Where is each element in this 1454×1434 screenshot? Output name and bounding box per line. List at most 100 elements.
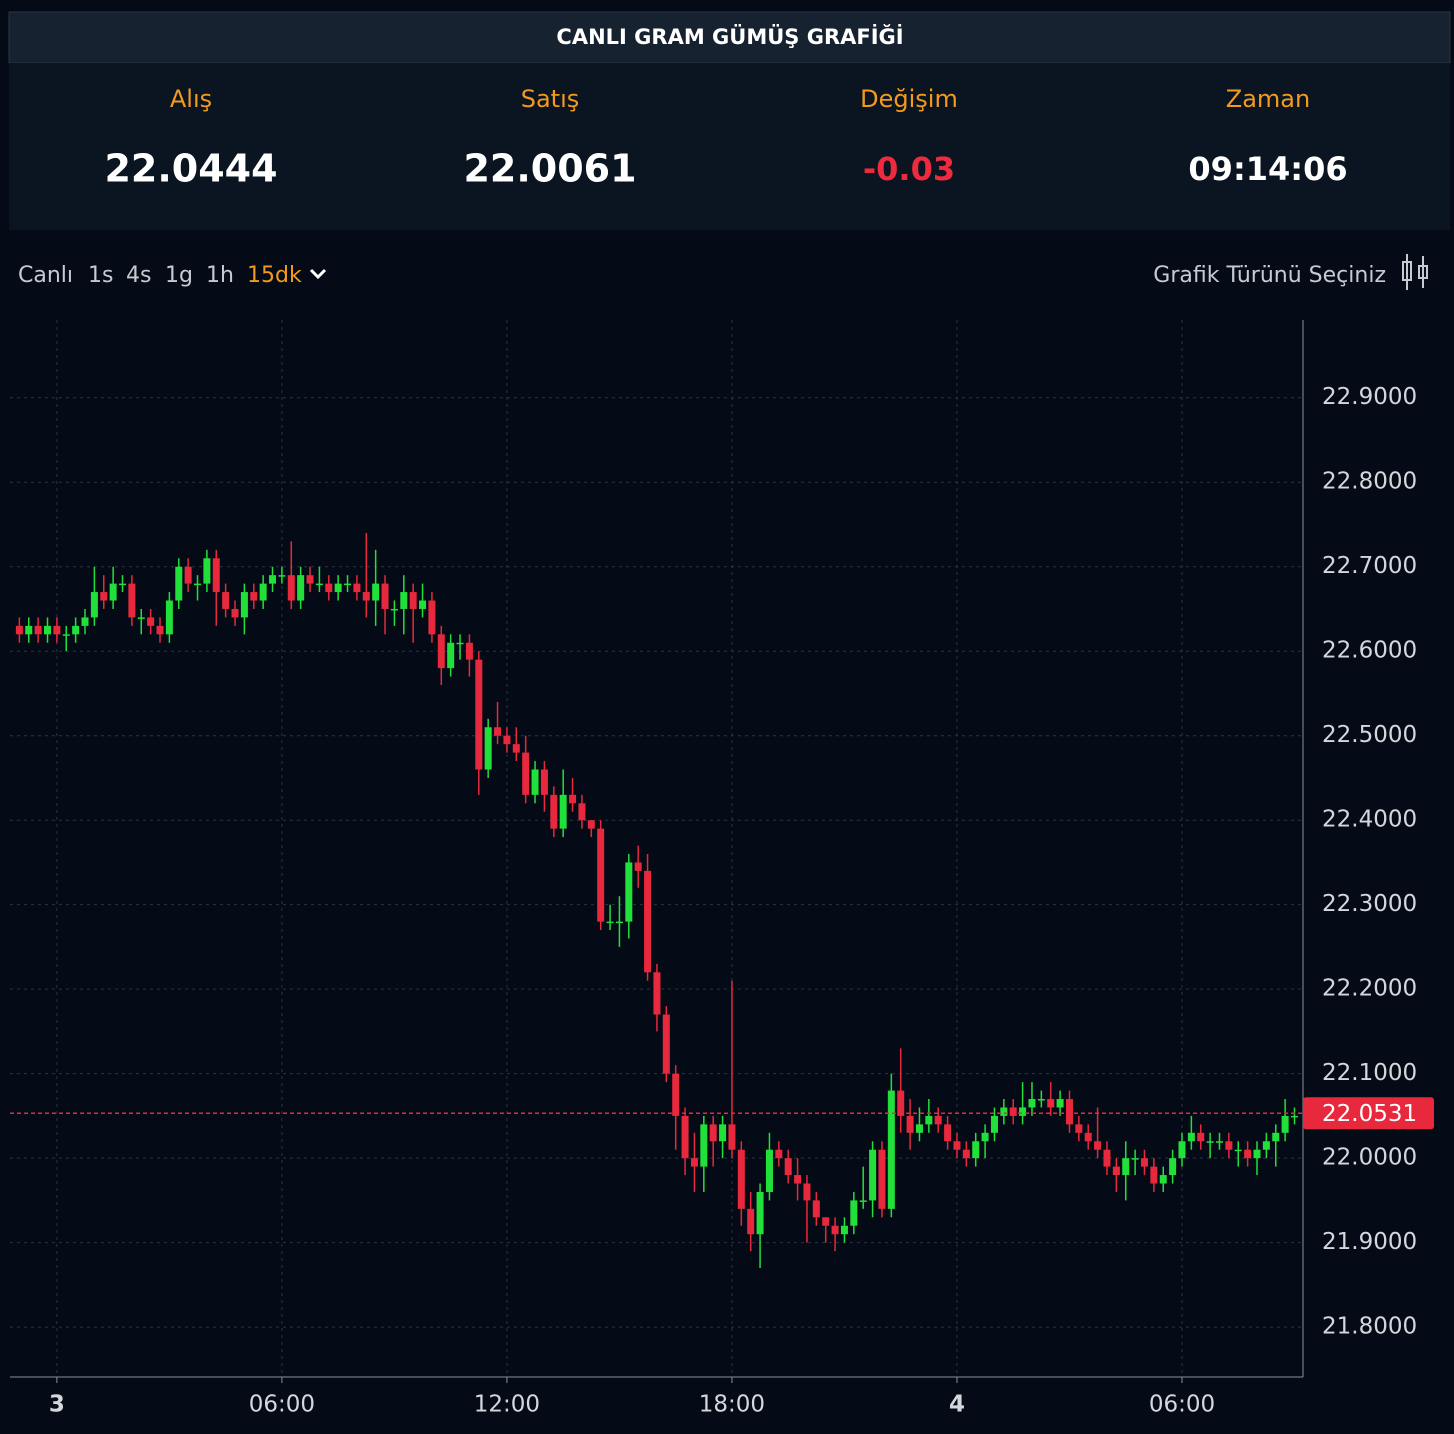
candle-body	[100, 592, 108, 601]
candle-body	[109, 583, 117, 601]
candle-body	[1272, 1132, 1280, 1142]
candle-body	[1197, 1132, 1205, 1142]
candle-body	[840, 1225, 848, 1235]
candle-body	[672, 1073, 680, 1116]
candle-body	[34, 625, 42, 635]
quote-label: Satış	[521, 85, 580, 113]
y-tick-label: 22.9000	[1322, 384, 1417, 410]
candle-body	[428, 600, 436, 635]
candle-body	[1028, 1099, 1036, 1108]
candle-body	[25, 625, 33, 635]
candle-body	[915, 1124, 923, 1133]
candle-body	[690, 1158, 698, 1167]
candle-body	[972, 1141, 980, 1159]
candle-body	[606, 921, 614, 924]
candle-body	[803, 1183, 811, 1201]
candle-body	[1225, 1141, 1233, 1150]
y-tick-label: 22.4000	[1322, 807, 1417, 833]
candle-body	[240, 592, 248, 618]
candle-body	[850, 1200, 858, 1226]
interval-button[interactable]: 1s	[88, 263, 113, 288]
page-title: CANLI GRAM GÜMÜŞ GRAFİĞİ	[556, 24, 903, 49]
candle-body	[203, 558, 211, 584]
candle-body	[1084, 1132, 1092, 1142]
y-tick-label: 22.3000	[1322, 891, 1417, 917]
interval-button[interactable]: 1g	[165, 263, 193, 288]
candle-body	[681, 1115, 689, 1159]
candle-body	[62, 634, 70, 636]
candle-body	[81, 617, 89, 626]
candle-body	[644, 870, 652, 973]
candle-body	[315, 583, 323, 586]
candle-body	[147, 617, 155, 626]
candle-body	[1159, 1175, 1167, 1184]
last-price-badge	[1303, 1097, 1434, 1130]
quote-value: 22.0061	[463, 147, 636, 191]
candle-body	[512, 744, 520, 753]
candle-body	[897, 1090, 905, 1116]
chart-type-label[interactable]: Grafik Türünü Seçiniz	[1153, 263, 1386, 288]
candle-body	[372, 583, 380, 601]
candle-body	[550, 794, 558, 829]
candle-body	[1150, 1166, 1158, 1184]
candle-body	[1262, 1141, 1270, 1150]
y-tick-label: 21.8000	[1322, 1314, 1417, 1340]
candle-body	[962, 1149, 970, 1159]
y-tick-label: 22.1000	[1322, 1060, 1417, 1086]
candle-body	[1000, 1107, 1008, 1116]
candle-body	[831, 1225, 839, 1235]
candle-body	[494, 727, 502, 736]
last-price-label: 22.0531	[1322, 1101, 1417, 1127]
candle-body	[1047, 1099, 1055, 1108]
candle-body	[362, 592, 370, 601]
candle-body	[765, 1149, 773, 1192]
candle-body	[1112, 1166, 1120, 1176]
candle-body	[1140, 1158, 1148, 1167]
candle-body	[344, 583, 352, 586]
candle-body	[278, 575, 286, 577]
candle-body	[859, 1200, 867, 1202]
candle-body	[381, 583, 389, 609]
candle-body	[559, 794, 567, 829]
x-tick-label: 3	[49, 1392, 65, 1418]
plot-area: 21.8000 21.9000 22.0000 22.1000 22.2000 22.30…	[10, 320, 1434, 1418]
candle-body	[812, 1200, 820, 1218]
candle-body	[737, 1149, 745, 1209]
candle-body	[925, 1115, 933, 1125]
dropdown-chevron[interactable]	[309, 268, 327, 280]
candle-body	[540, 769, 548, 795]
y-tick-label: 22.2000	[1322, 976, 1417, 1002]
candle-body	[269, 575, 277, 584]
y-tick-label: 22.7000	[1322, 553, 1417, 579]
candle-body	[1206, 1141, 1214, 1143]
candle-body	[456, 642, 464, 645]
candle-body	[747, 1208, 755, 1235]
candle-body	[1178, 1141, 1186, 1159]
candle-body	[981, 1132, 989, 1142]
candle-body	[1244, 1149, 1252, 1159]
quote-value: 22.0444	[104, 147, 277, 191]
interval-button[interactable]: 4s	[126, 263, 151, 288]
candle-body	[419, 600, 427, 609]
candle-body	[887, 1090, 895, 1209]
candle-body	[259, 583, 267, 601]
x-tick-label: 06:00	[1149, 1392, 1215, 1418]
candle-body	[1169, 1158, 1177, 1176]
candle-body	[175, 566, 183, 601]
candle-body	[597, 828, 605, 922]
interval-button[interactable]: 1h	[206, 263, 234, 288]
candle-body	[569, 794, 577, 804]
candle-body	[953, 1141, 961, 1150]
candle-body	[390, 608, 398, 611]
candle-body	[90, 592, 98, 618]
quote-value: -0.03	[863, 150, 955, 188]
candle-body	[1009, 1107, 1017, 1116]
chart-type-icon[interactable]	[1402, 254, 1428, 290]
candle-body	[447, 642, 455, 669]
interval-button[interactable]: Canlı	[18, 263, 73, 288]
y-tick-label: 22.6000	[1322, 638, 1417, 664]
interval-button-active[interactable]: 15dk	[247, 263, 302, 288]
y-tick-label: 21.9000	[1322, 1229, 1417, 1255]
